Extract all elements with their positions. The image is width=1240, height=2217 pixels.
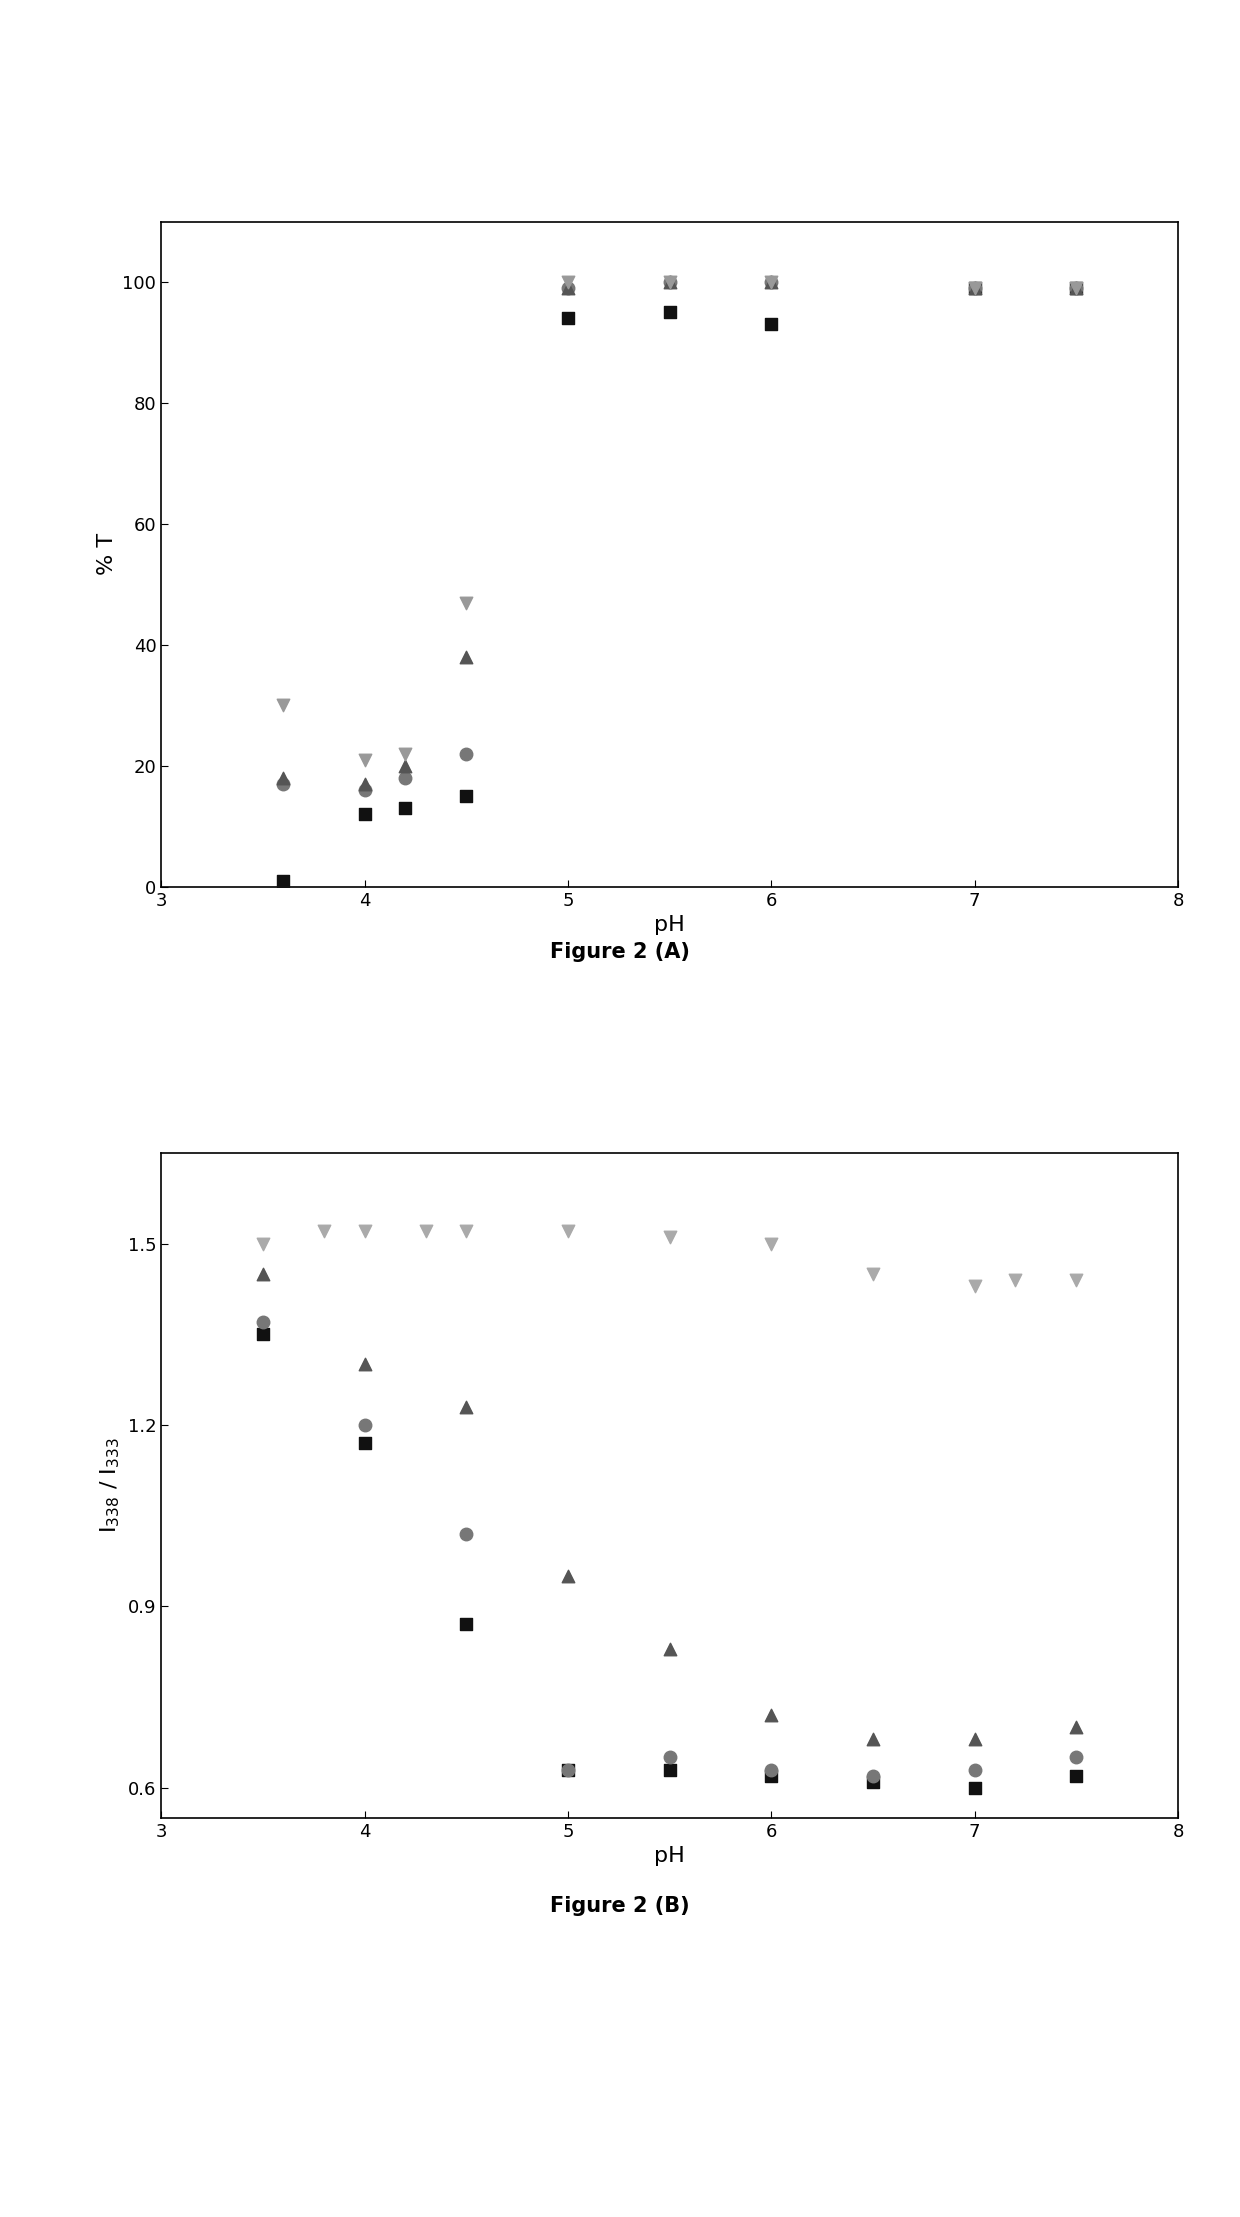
Point	[1066, 1261, 1086, 1297]
Point	[1066, 1740, 1086, 1776]
Point	[1066, 270, 1086, 306]
Point	[558, 270, 578, 306]
Point	[273, 767, 293, 803]
Point	[355, 1426, 374, 1461]
Point	[965, 1268, 985, 1304]
Point	[396, 747, 415, 783]
Point	[965, 270, 985, 306]
Point	[761, 264, 781, 299]
Point	[355, 772, 374, 807]
Point	[660, 264, 680, 299]
Point	[660, 1751, 680, 1787]
Point	[660, 264, 680, 299]
X-axis label: pH: pH	[655, 1847, 684, 1867]
Point	[558, 1751, 578, 1787]
Point	[965, 1723, 985, 1758]
Point	[660, 1632, 680, 1667]
Point	[863, 1758, 883, 1794]
Point	[558, 1559, 578, 1594]
Point	[965, 270, 985, 306]
Point	[965, 1769, 985, 1805]
Text: Figure 2 (B): Figure 2 (B)	[551, 1896, 689, 1915]
Point	[558, 1751, 578, 1787]
Point	[660, 264, 680, 299]
X-axis label: pH: pH	[655, 916, 684, 936]
Point	[965, 270, 985, 306]
Point	[1066, 270, 1086, 306]
Point	[273, 862, 293, 898]
Point	[456, 585, 476, 621]
Point	[253, 1304, 273, 1339]
Point	[761, 1751, 781, 1787]
Point	[273, 760, 293, 796]
Point	[355, 796, 374, 831]
Point	[355, 1213, 374, 1248]
Point	[660, 1740, 680, 1776]
Point	[355, 767, 374, 803]
Point	[863, 1765, 883, 1800]
Point	[253, 1317, 273, 1352]
Y-axis label: I$_{338}$ / I$_{333}$: I$_{338}$ / I$_{333}$	[98, 1437, 123, 1534]
Point	[456, 778, 476, 814]
Point	[965, 1751, 985, 1787]
Point	[761, 264, 781, 299]
Point	[1066, 1758, 1086, 1794]
Point	[456, 1213, 476, 1248]
Point	[1066, 270, 1086, 306]
Point	[456, 1516, 476, 1552]
Point	[660, 1219, 680, 1255]
Text: Figure 2 (A): Figure 2 (A)	[551, 942, 689, 962]
Point	[558, 270, 578, 306]
Point	[355, 743, 374, 778]
Point	[456, 1607, 476, 1643]
Point	[965, 270, 985, 306]
Point	[253, 1257, 273, 1293]
Point	[355, 1346, 374, 1381]
Point	[761, 1226, 781, 1261]
Point	[396, 760, 415, 796]
Point	[314, 1213, 334, 1248]
Point	[863, 1723, 883, 1758]
Point	[396, 791, 415, 827]
Point	[1066, 1709, 1086, 1745]
Point	[415, 1213, 435, 1248]
Y-axis label: % T: % T	[97, 532, 117, 576]
Point	[761, 306, 781, 341]
Point	[761, 1758, 781, 1794]
Point	[761, 264, 781, 299]
Point	[863, 1257, 883, 1293]
Point	[558, 1213, 578, 1248]
Point	[253, 1226, 273, 1261]
Point	[558, 302, 578, 337]
Point	[273, 687, 293, 723]
Point	[761, 1698, 781, 1734]
Point	[396, 736, 415, 772]
Point	[1006, 1261, 1025, 1297]
Point	[355, 1408, 374, 1443]
Point	[1066, 270, 1086, 306]
Point	[456, 638, 476, 674]
Point	[456, 1390, 476, 1426]
Point	[660, 295, 680, 330]
Point	[456, 736, 476, 772]
Point	[558, 264, 578, 299]
